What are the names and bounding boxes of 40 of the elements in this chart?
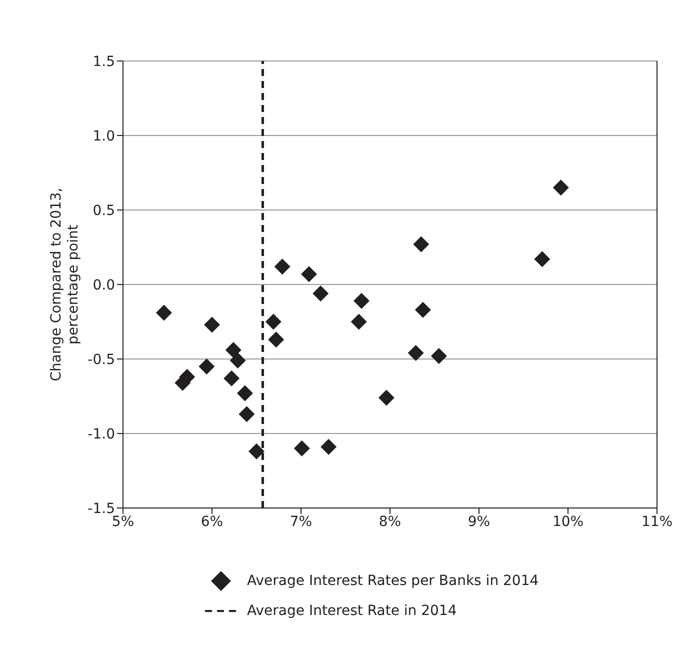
point xyxy=(268,332,284,348)
point xyxy=(198,358,215,374)
point xyxy=(430,348,447,364)
point xyxy=(225,342,242,358)
point xyxy=(354,292,370,309)
y-tick-label: 1.0 xyxy=(92,128,115,144)
legend-label: Average Interest Rates per Banks in 2014 xyxy=(247,573,539,589)
point xyxy=(552,180,569,196)
point xyxy=(408,345,424,362)
y-axis-title: Change Compared to 2013, percentage point xyxy=(48,188,82,382)
point xyxy=(312,285,329,302)
point xyxy=(236,385,253,402)
point xyxy=(274,258,290,275)
point xyxy=(265,314,282,330)
x-tick-label: 10% xyxy=(552,514,584,530)
y-tick-label: -1.0 xyxy=(88,426,115,442)
point xyxy=(248,443,264,460)
x-tick-label: 6% xyxy=(200,514,224,530)
point xyxy=(413,236,430,252)
x-tick-label: 7% xyxy=(290,514,312,530)
y-tick-label: 0.5 xyxy=(92,202,115,219)
point xyxy=(350,314,367,330)
point xyxy=(224,370,240,386)
point xyxy=(294,440,310,456)
y-tick-label: 1.5 xyxy=(92,54,115,70)
x-tick-label: 8% xyxy=(378,514,402,530)
point xyxy=(534,251,550,268)
y-tick-label: -0.5 xyxy=(88,352,115,368)
x-tick-label: 11% xyxy=(641,514,673,530)
point xyxy=(204,316,220,333)
point xyxy=(378,390,394,406)
point xyxy=(230,352,246,368)
point xyxy=(156,304,172,321)
point xyxy=(320,438,337,455)
y-tick-label: 0.0 xyxy=(92,277,115,294)
point xyxy=(238,406,255,422)
point xyxy=(301,266,318,282)
point xyxy=(414,302,431,318)
x-tick-label: 9% xyxy=(468,514,490,530)
legend-label: Average Interest Rate in 2014 xyxy=(247,603,457,619)
